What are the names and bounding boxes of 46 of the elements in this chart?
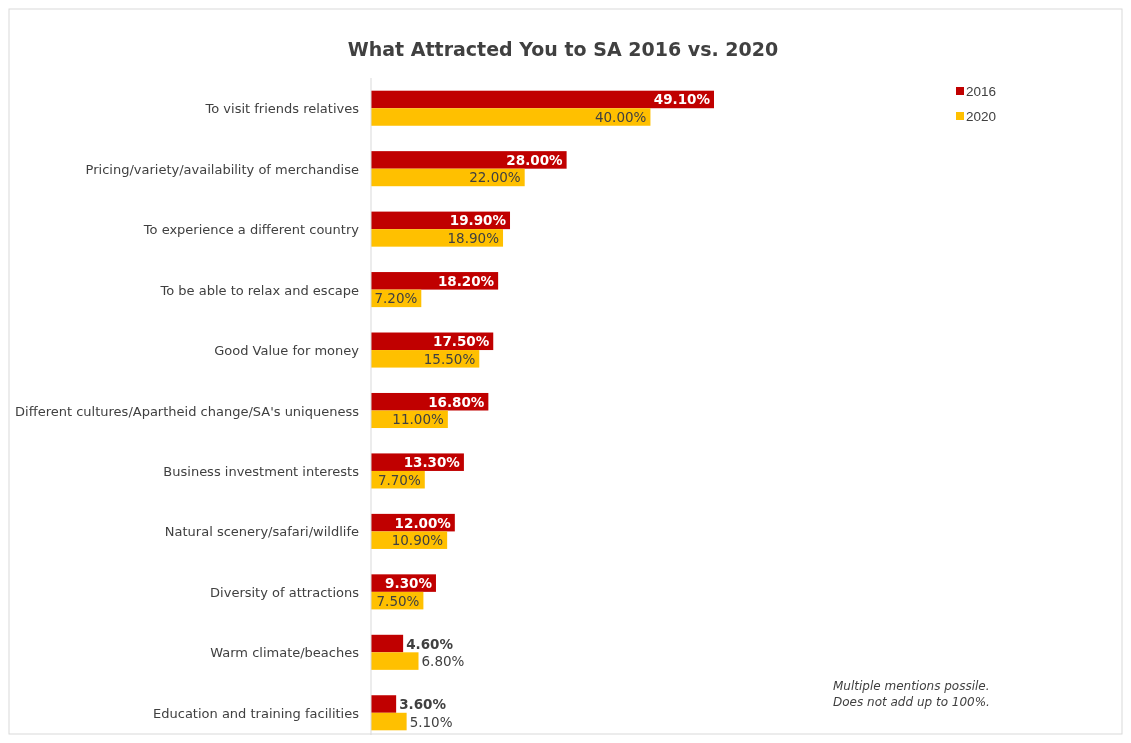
bar	[371, 229, 504, 247]
y-tick-label: To visit friends relatives	[204, 101, 360, 117]
bar	[371, 695, 397, 713]
legend-label: 2016	[966, 84, 997, 99]
y-tick-label: Natural scenery/safari/wildlife	[164, 524, 359, 540]
data-label: 10.90%	[391, 532, 444, 549]
data-label: 13.30%	[403, 454, 461, 471]
data-label: 15.50%	[423, 350, 476, 367]
data-label: 18.90%	[447, 229, 500, 246]
data-label: 40.00%	[594, 108, 647, 125]
data-label: 7.70%	[377, 471, 421, 488]
bar	[371, 652, 419, 670]
data-label: 19.90%	[449, 212, 507, 229]
data-label: 5.10%	[409, 713, 453, 730]
y-tick-label: Warm climate/beaches	[210, 645, 360, 661]
data-label: 7.20%	[374, 290, 418, 307]
y-tick-label: To experience a different country	[142, 222, 360, 238]
y-tick-label: Pricing/variety/availability of merchandise	[85, 161, 359, 177]
bar	[371, 151, 567, 169]
data-label: 4.60%	[406, 635, 454, 652]
text: Does not add up to 100%.	[833, 695, 990, 709]
data-label: 12.00%	[394, 514, 452, 531]
y-tick-label: To be able to relax and escape	[159, 282, 359, 298]
data-label: 16.80%	[428, 393, 485, 410]
y-tick-label: Education and training facilities	[153, 705, 360, 721]
y-tick-label: Different cultures/Apartheid change/SA's uniqueness	[15, 403, 360, 419]
bar	[371, 90, 714, 109]
chart-title: What Attracted You to SA 2016 vs. 2020	[347, 38, 779, 60]
data-label: 28.00%	[506, 151, 564, 168]
data-label: 49.10%	[653, 91, 711, 108]
legend-label: 2020	[966, 109, 997, 124]
data-label: 11.00%	[392, 411, 445, 428]
y-tick-label: Diversity of attractions	[210, 584, 360, 600]
y-tick-label: Business investment interests	[163, 463, 360, 479]
text: Multiple mentions possile.	[833, 679, 990, 693]
bar	[371, 634, 404, 653]
data-label: 18.20%	[437, 272, 495, 289]
data-label: 22.00%	[469, 169, 521, 186]
y-tick-label: Good Value for money	[214, 343, 360, 359]
bar	[371, 108, 651, 126]
data-label: 6.80%	[421, 653, 465, 670]
data-label: 17.50%	[433, 333, 490, 350]
bar	[371, 712, 407, 731]
data-label: 9.30%	[385, 575, 433, 592]
data-label: 3.60%	[399, 696, 447, 713]
data-label: 7.50%	[376, 592, 420, 609]
